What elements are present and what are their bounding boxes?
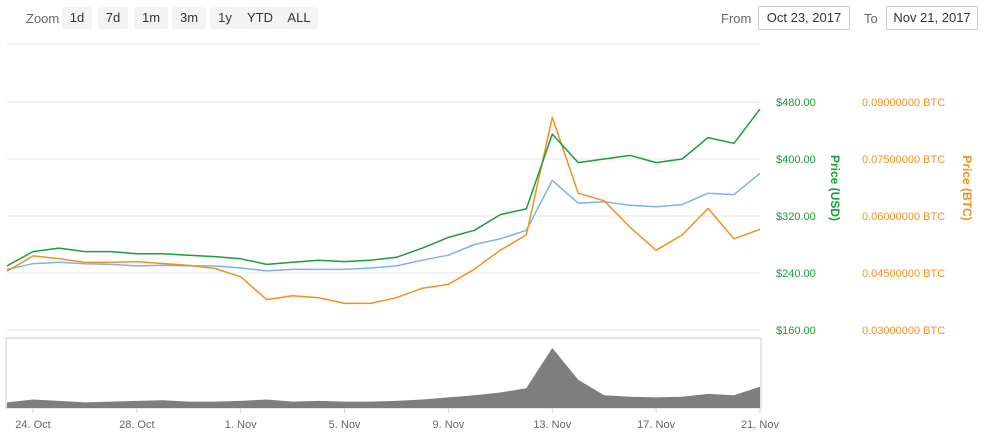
grid-lines [7,43,760,331]
x-tick-label: 17. Nov [637,419,675,431]
zoom-all-button[interactable]: ALL [280,7,318,29]
zoom-1y-button[interactable]: 1y [210,7,240,29]
btc-tick-label: 0.03000000 BTC [862,325,945,337]
usd-tick-label: $480.00 [776,97,816,109]
x-axis-labels: 24. Oct 28. Oct 1. Nov 5. Nov 9. Nov 13. Nov 1… [15,408,779,431]
zoom-ytd-button[interactable]: YTD [240,7,280,29]
zoom-3m-button[interactable]: 3m [172,7,206,29]
to-date-input[interactable] [886,6,978,30]
zoom-1d-button[interactable]: 1d [62,7,92,29]
zoom-7d-button[interactable]: 7d [98,7,128,29]
btc-tick-label: 0.09000000 BTC [862,97,945,109]
toolbar: Zoom 1d 7d 1m 3m 1y YTD ALL From To [0,0,991,36]
x-tick-label: 21. Nov [741,419,779,431]
from-label: From [721,11,752,26]
usd-tick-label: $240.00 [776,268,816,280]
from-date-input[interactable] [758,6,850,30]
btc-axis-title: Price (BTC) [960,155,974,220]
usd-tick-label: $320.00 [776,211,816,223]
x-tick-label: 28. Oct [119,419,154,431]
x-tick-label: 13. Nov [533,419,571,431]
x-tick-label: 24. Oct [15,419,50,431]
usd-axis-title: Price (USD) [828,155,842,221]
zoom-label: Zoom [26,11,60,26]
zoom-1m-button[interactable]: 1m [134,7,168,29]
to-label: To [864,11,878,26]
btc-tick-label: 0.07500000 BTC [862,154,945,166]
navigator-frame [5,337,762,409]
x-tick-label: 5. Nov [329,419,361,431]
series-layer [6,108,761,305]
usd-tick-label: $400.00 [776,154,816,166]
usd-axis-labels: $160.00 $240.00 $320.00 $400.00 $480.00 [776,97,816,337]
navigator[interactable] [5,337,762,409]
btc-axis-labels: 0.03000000 BTC 0.04500000 BTC 0.06000000 B… [862,97,945,337]
x-tick-label: 9. Nov [433,419,465,431]
btc-tick-label: 0.04500000 BTC [862,268,945,280]
usd-price-line [6,108,761,267]
third-series-line [6,172,761,272]
btc-price-line [6,116,761,305]
x-tick-label: 1. Nov [225,419,257,431]
usd-tick-label: $160.00 [776,325,816,337]
volume-area [7,348,760,408]
btc-tick-label: 0.06000000 BTC [862,211,945,223]
